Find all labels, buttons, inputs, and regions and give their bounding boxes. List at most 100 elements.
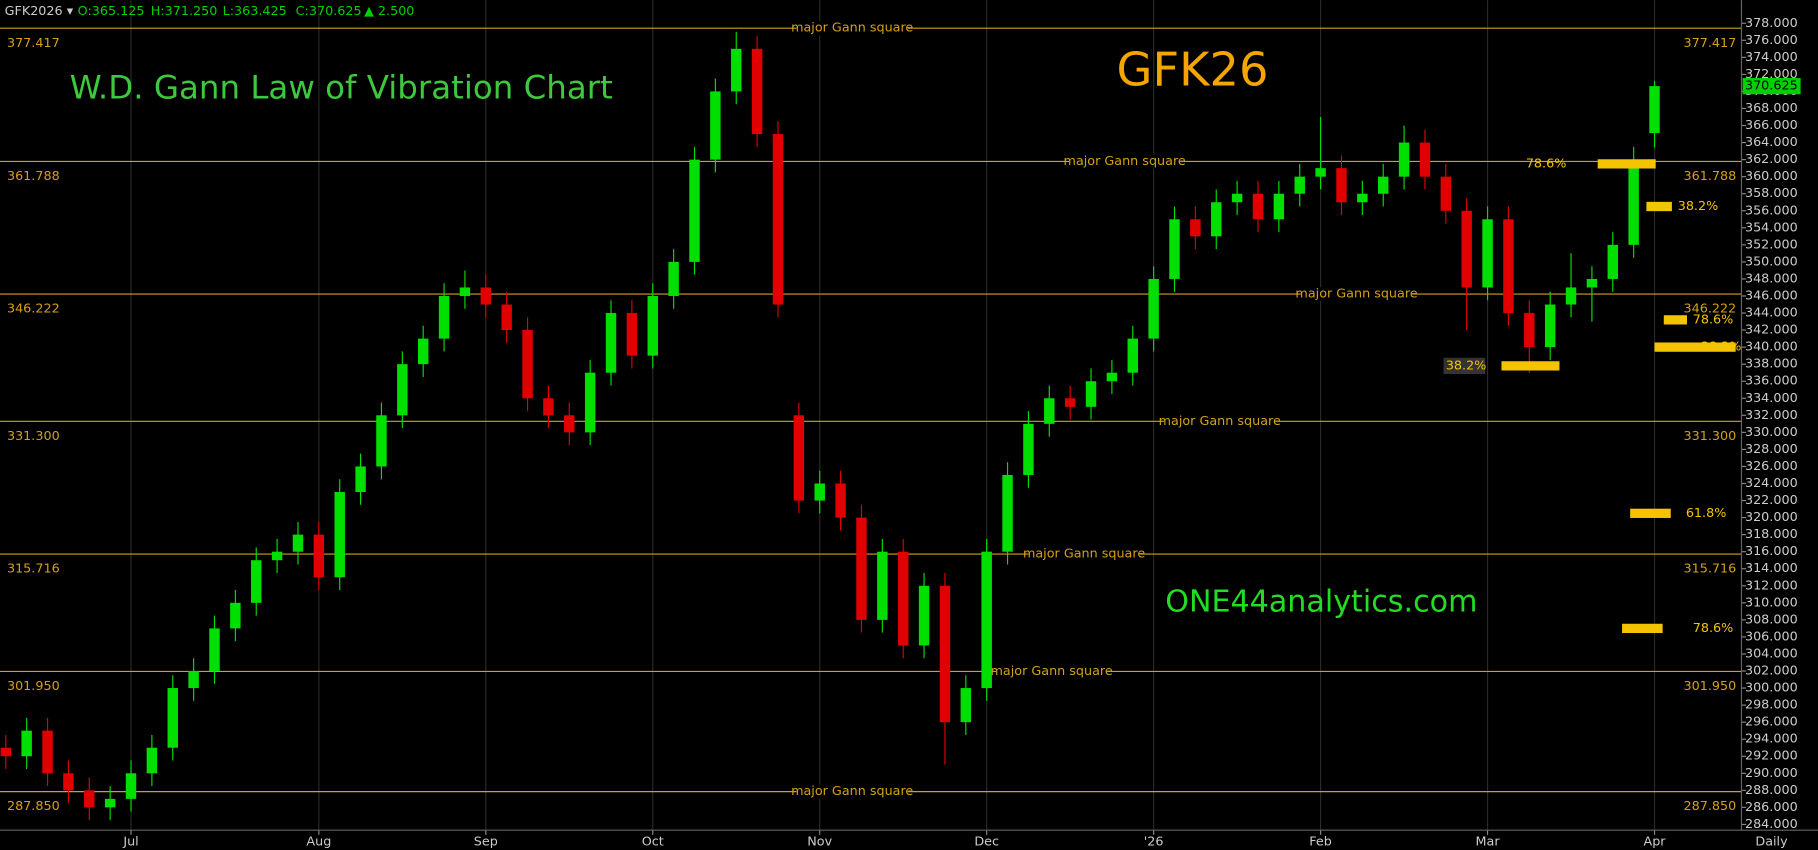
candle-body: [1190, 219, 1201, 237]
x-tick-label: '26: [1144, 834, 1164, 849]
candle-body: [209, 628, 220, 672]
candle-body: [1607, 244, 1618, 279]
fib-label: 38.2%: [1678, 199, 1719, 214]
gann-level-label-right: 315.716: [1684, 562, 1737, 577]
y-tick-label: 350.000: [1745, 254, 1798, 269]
candle-body: [1273, 193, 1285, 220]
y-tick-label: 312.000: [1745, 578, 1798, 593]
candle-body: [939, 585, 951, 723]
fib-label: 78.6%: [1693, 312, 1734, 327]
header-close: C:370.625: [296, 4, 362, 19]
gann-name: major Gann square: [991, 664, 1113, 679]
y-tick-label: 330.000: [1745, 425, 1798, 440]
candle-body: [376, 415, 387, 467]
x-tick-label: Jul: [122, 834, 138, 849]
y-tick-label: 300.000: [1745, 681, 1798, 696]
candle-body: [564, 415, 575, 433]
y-tick-label: 304.000: [1745, 646, 1798, 661]
y-tick-label: 290.000: [1745, 766, 1798, 781]
y-tick-label: 378.000: [1745, 16, 1798, 31]
candle-body: [877, 551, 888, 620]
candle-body: [918, 585, 930, 646]
fib-label: 61.8%: [1686, 506, 1727, 521]
fib-box: [1622, 623, 1663, 634]
gann-level-label-left: 361.788: [7, 169, 60, 184]
candle-body: [1148, 278, 1159, 339]
y-tick-label: 336.000: [1745, 374, 1798, 389]
gann-level-label-left: 346.222: [7, 302, 60, 317]
fib-box: [1663, 315, 1687, 325]
candle-body: [1377, 176, 1389, 194]
overlay: 78.6% 38.2% 78.6% 38.2% 61.8% 78.6% 38.2%: [1443, 156, 1742, 636]
candle-body: [1524, 313, 1535, 348]
candle-body: [1252, 193, 1264, 220]
fib-box: [1597, 159, 1656, 169]
grid: [130, 0, 1747, 835]
candle-body: [188, 671, 199, 689]
x-tick-label: Oct: [642, 834, 664, 849]
header-change: ▲ 2.500: [364, 4, 414, 19]
y-tick-label: 338.000: [1745, 357, 1798, 372]
chart-subtitle: GFK26: [1117, 43, 1269, 97]
gann-name: major Gann square: [1064, 154, 1186, 169]
candle-body: [793, 415, 805, 501]
candle-body: [21, 730, 32, 757]
y-tick-label: 316.000: [1745, 544, 1798, 559]
last-price-label: 370.625: [1745, 79, 1798, 94]
y-tick-label: 332.000: [1745, 408, 1798, 423]
candle-body: [1628, 159, 1639, 245]
y-tick-label: 292.000: [1745, 749, 1798, 764]
fib-box: [1501, 361, 1560, 371]
x-tick-label: Sep: [474, 834, 498, 849]
fib-label: 38.2%: [1701, 340, 1742, 355]
candle-body: [292, 534, 304, 552]
y-tick-label: 344.000: [1745, 306, 1798, 321]
x-tick-label: Feb: [1309, 834, 1332, 849]
symbol: GFK2026 ▾: [5, 4, 74, 19]
fib-label: 78.6%: [1693, 621, 1734, 636]
candle-body: [1106, 372, 1118, 382]
x-tick-label: Nov: [807, 834, 832, 849]
y-tick-label: 360.000: [1745, 169, 1798, 184]
candle-body: [417, 338, 429, 365]
watermark: ONE44analytics.com: [1165, 584, 1477, 619]
gann-level-label-left: 377.417: [7, 36, 60, 51]
candle-body: [480, 287, 492, 305]
candle-body: [1503, 219, 1514, 314]
candle-body: [605, 313, 617, 373]
candle-body: [835, 483, 846, 518]
fib-label: 38.2%: [1446, 358, 1487, 373]
candle-body: [1440, 176, 1452, 211]
gann-level-label-right: 331.300: [1684, 429, 1737, 444]
y-tick-label: 348.000: [1745, 271, 1798, 286]
gann-name-bg: [995, 664, 1108, 679]
y-tick-label: 374.000: [1745, 50, 1798, 65]
candle-body: [1544, 304, 1556, 348]
y-tick-label: 318.000: [1745, 527, 1798, 542]
y-tick-label: 320.000: [1745, 510, 1798, 525]
candle-body: [1398, 142, 1410, 177]
candle-body: [626, 313, 638, 356]
candle-body: [313, 534, 325, 578]
candle-body: [501, 304, 512, 331]
gann-name: major Gann square: [791, 784, 913, 799]
candle-body: [84, 790, 95, 808]
gann-name-bg: [1028, 547, 1140, 562]
y-tick-label: 346.000: [1745, 288, 1798, 303]
candle-body: [167, 688, 178, 748]
fib-box: [1654, 342, 1736, 352]
y-tick-label: 340.000: [1745, 340, 1798, 355]
gann-level-label-right: 346.222: [1684, 302, 1737, 317]
y-tick-label: 362.000: [1745, 152, 1798, 167]
y-tick-label: 306.000: [1745, 629, 1798, 644]
candle-body: [897, 551, 909, 646]
gann-level-label-left: 287.850: [7, 799, 60, 814]
x-tick-label: Aug: [306, 834, 331, 849]
gann-name-bg: [1069, 154, 1181, 169]
header-open: O:365.125: [78, 4, 145, 19]
y-tick-label: 328.000: [1745, 442, 1798, 457]
candle-body: [1336, 168, 1347, 203]
gann-name: major Gann square: [791, 21, 913, 36]
